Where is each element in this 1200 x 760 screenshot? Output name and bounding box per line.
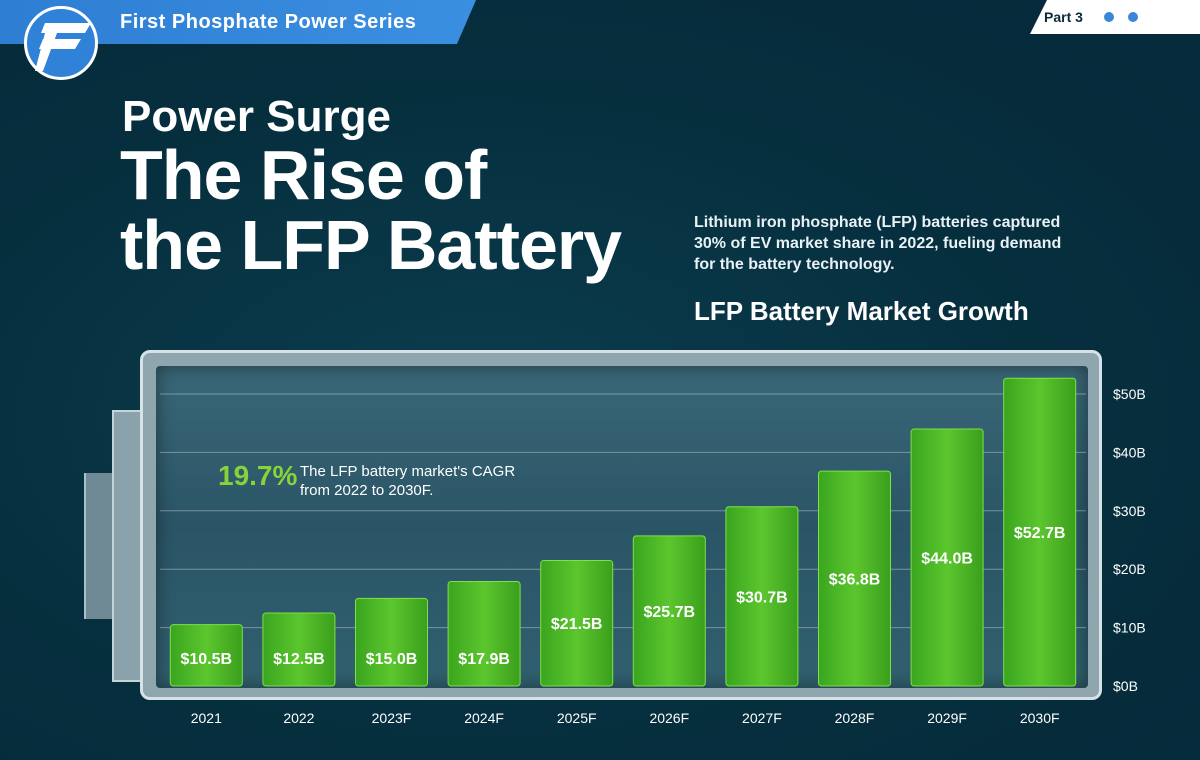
bar-value-label: $25.7B [644, 604, 696, 621]
headline-line-1: The Rise of [120, 136, 487, 214]
bar [355, 597, 428, 687]
headline-big: The Rise of the LFP Battery [120, 136, 622, 284]
x-tick-label: 2030F [1020, 710, 1060, 726]
bar-value-label: $15.0B [366, 651, 418, 668]
x-tick-label: 2028F [835, 710, 875, 726]
bar [540, 559, 614, 687]
bar-value-label: $17.9B [458, 651, 510, 668]
bar-value-label: $44.0B [921, 551, 973, 568]
part-label: Part 3 [1044, 9, 1083, 25]
series-title: First Phosphate Power Series [120, 11, 417, 33]
bar-value-label: $21.5B [551, 616, 603, 633]
bar [1003, 377, 1077, 687]
bar [447, 580, 521, 687]
y-tick-label: $0B [1113, 678, 1138, 694]
cagr-description: The LFP battery market's CAGR from 2022 … [300, 463, 516, 499]
x-tick-label: 2024F [464, 710, 504, 726]
x-tick-label: 2029F [927, 710, 967, 726]
headline-small: Power Surge [122, 92, 391, 141]
x-tick-label: 2026F [649, 710, 689, 726]
bar-value-label: $12.5B [273, 651, 325, 668]
headline-line-2: the LFP Battery [120, 206, 622, 284]
bar-value-label: $30.7B [736, 589, 788, 606]
y-tick-label: $20B [1113, 561, 1146, 577]
part-tab [1030, 0, 1200, 34]
y-tick-label: $50B [1113, 386, 1146, 402]
brand-logo-icon [24, 6, 98, 80]
y-tick-label: $30B [1113, 503, 1146, 519]
bar [818, 470, 891, 687]
page-dot-2 [1128, 12, 1138, 22]
y-tick-label: $10B [1113, 620, 1146, 636]
cagr-value: 19.7% [218, 460, 298, 491]
bar-value-label: $52.7B [1014, 525, 1066, 542]
bar [632, 535, 706, 687]
x-tick-label: 2025F [557, 710, 597, 726]
chart-title: LFP Battery Market Growth [694, 296, 1029, 326]
description: Lithium iron phosphate (LFP) batteries c… [694, 214, 1062, 273]
bar [725, 506, 799, 687]
y-tick-label: $40B [1113, 444, 1146, 460]
page-dot-1 [1104, 12, 1114, 22]
x-tick-label: 2021 [191, 710, 222, 726]
bar-value-label: $10.5B [181, 651, 233, 668]
bar [910, 428, 984, 687]
x-tick-label: 2027F [742, 710, 782, 726]
bar [262, 612, 336, 687]
bar [169, 624, 243, 687]
bar-value-label: $36.8B [829, 572, 881, 589]
x-tick-label: 2023F [372, 710, 412, 726]
page-dot-3-active [1152, 12, 1162, 22]
x-tick-label: 2022 [283, 710, 314, 726]
